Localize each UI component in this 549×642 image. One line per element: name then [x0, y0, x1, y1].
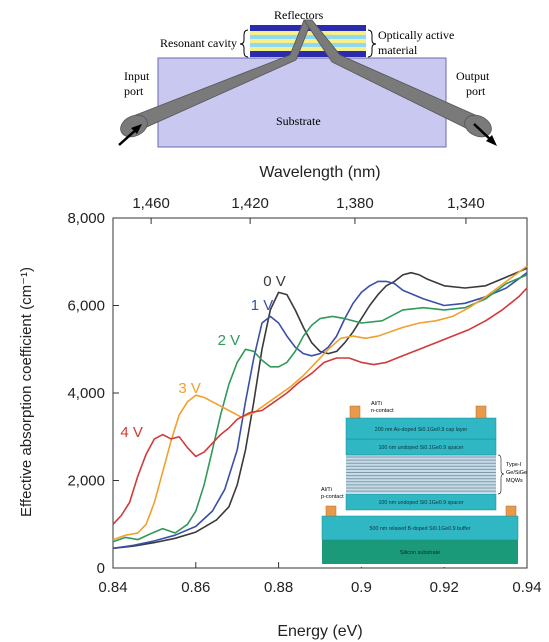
top-contact-label-2: n-contact — [371, 408, 394, 414]
series-line — [112, 265, 528, 541]
top-contact-left — [349, 405, 361, 419]
top-axis: 1,460 1,420 1,380 1,340 — [132, 195, 485, 224]
y-tick-label: 8,000 — [67, 210, 105, 227]
series-labels: 0 V 1 V 2 V 3 V 4 V — [120, 273, 285, 441]
mqw-brace — [497, 454, 505, 495]
output-arrow-head — [486, 135, 497, 146]
top-tick-label: 1,340 — [447, 195, 485, 212]
cavity-layer — [250, 35, 366, 39]
series-label: 4 V — [120, 424, 143, 441]
cap-layer-label: 200 nm As-doped Si0.1Ge0.9 cap layer — [375, 427, 468, 433]
input-label: Input — [124, 69, 150, 83]
top-tick-label: 1,420 — [231, 195, 269, 212]
y-axis-title: Effective absorption coefficient (cm⁻¹) — [18, 267, 35, 517]
buffer-layer — [321, 515, 519, 541]
substrate-label: Substrate — [276, 114, 321, 128]
cap-layer — [345, 417, 497, 440]
resonant-cavity-label: Resonant cavity — [160, 36, 237, 50]
x-axis: 0.84 0.86 0.88 0.9 0.92 0.94 — [98, 562, 542, 596]
spacer-bottom-label: 100 nm undoped Si0.1Ge0.9 spacer — [378, 500, 463, 506]
mqw-label-2: Ge/SiGe — [506, 470, 527, 476]
x-tick-label: 0.9 — [351, 579, 372, 596]
mqw-label-3: MQWs — [506, 478, 523, 484]
silicon-substrate-layer — [322, 540, 518, 564]
substrate-block — [157, 57, 447, 148]
top-contact-right — [475, 405, 487, 419]
cavity-layer — [250, 39, 366, 43]
output-port-label: port — [466, 84, 486, 98]
cavity-layer — [250, 43, 366, 47]
series-line — [112, 274, 528, 543]
side-contact-label-2: p-contact — [321, 494, 344, 500]
series-label: 0 V — [263, 273, 286, 290]
side-contact-label-1: Al/Ti — [321, 487, 332, 493]
input-port-label: port — [124, 84, 144, 98]
x-tick-label: 0.94 — [512, 579, 541, 596]
absorption-chart: 0.84 0.86 0.88 0.9 0.92 0.94 0 2,000 4,000 6,000… — [18, 164, 542, 640]
substrate-layer-label: Silicon substrate — [400, 550, 440, 556]
buffer-label: 500 nm relaxed B-doped Si0.1Ge0.9 buffer — [370, 526, 471, 532]
mqw-layers — [346, 456, 496, 492]
y-tick-label: 4,000 — [67, 385, 105, 402]
y-tick-label: 2,000 — [67, 473, 105, 490]
optically-active-label: Optically active — [378, 28, 454, 42]
input-port-taper — [120, 114, 148, 138]
y-tick-label: 0 — [97, 560, 105, 577]
series-line — [112, 287, 528, 525]
layer-stack-inset: Al/Ti n-contact Al/Ti p-contact 200 nm A… — [314, 398, 527, 567]
x-tick-label: 0.86 — [181, 579, 210, 596]
reflectors-label: Reflectors — [274, 8, 324, 22]
top-axis-title: Wavelength (nm) — [259, 164, 380, 181]
x-tick-label: 0.84 — [98, 579, 127, 596]
y-axis: 0 2,000 4,000 6,000 8,000 — [67, 210, 119, 577]
x-tick-label: 0.92 — [430, 579, 459, 596]
top-contact-label-1: Al/Ti — [371, 401, 382, 407]
series-label: 1 V — [251, 297, 274, 314]
series-line — [112, 272, 528, 550]
series-label: 2 V — [218, 332, 241, 349]
side-contact-left — [325, 505, 337, 517]
top-tick-label: 1,380 — [336, 195, 374, 212]
cavity-brace — [239, 29, 249, 58]
device-schematic: Reflectors Resonant cavity Optically act… — [118, 8, 497, 148]
material-label: material — [378, 43, 418, 57]
active-material-brace — [367, 29, 377, 58]
side-contact-right — [505, 505, 517, 517]
bottom-reflector — [250, 51, 366, 57]
cavity-layer — [250, 47, 366, 51]
x-tick-label: 0.88 — [264, 579, 293, 596]
series-label: 3 V — [178, 380, 201, 397]
spacer-top-label: 100 nm undoped Si0.1Ge0.9 spacer — [378, 445, 463, 451]
input-arrow-head — [131, 124, 142, 134]
cavity-layer — [250, 31, 366, 35]
output-label: Output — [456, 69, 490, 83]
top-tick-label: 1,460 — [132, 195, 170, 212]
x-axis-title: Energy (eV) — [277, 623, 362, 640]
mqw-label-1: Type-I — [506, 462, 522, 468]
series-lines — [112, 265, 528, 550]
series-line — [112, 267, 528, 550]
output-port-taper — [464, 114, 492, 138]
y-tick-label: 6,000 — [67, 298, 105, 315]
mqw-stack — [346, 455, 496, 494]
